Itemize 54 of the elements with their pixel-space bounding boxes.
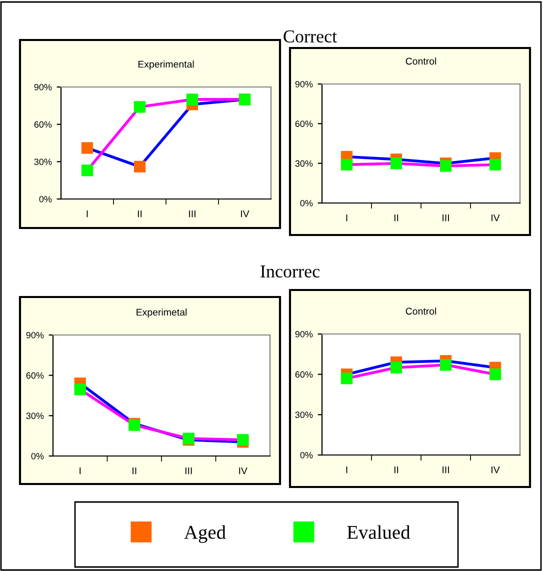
x-tick-label: III: [185, 467, 192, 474]
point: [186, 94, 198, 106]
x-tick-label: II: [138, 210, 142, 218]
y-tick-label: 0%: [300, 452, 313, 458]
x-tick-label: II: [132, 467, 136, 474]
y-tick-label: 60%: [295, 120, 313, 128]
y-tick-label: 30%: [26, 412, 44, 420]
point: [489, 158, 502, 170]
x-tick-label: II: [394, 214, 398, 222]
x-tick-label: IV: [239, 467, 248, 474]
y-tick-label: 60%: [34, 121, 52, 128]
x-tick-label: III: [442, 214, 449, 222]
x-tick-label: III: [442, 466, 449, 474]
point: [81, 142, 94, 154]
x-tick-label: IV: [492, 214, 500, 222]
y-tick-label: 0%: [300, 200, 313, 206]
point: [134, 101, 146, 113]
point: [340, 158, 353, 170]
point: [390, 158, 402, 170]
y-tick-label: 60%: [295, 371, 313, 378]
x-tick-label: I: [346, 466, 348, 474]
x-tick-label: III: [189, 210, 196, 218]
point: [340, 372, 353, 384]
point: [440, 359, 452, 371]
y-tick-label: 90%: [295, 330, 313, 338]
x-tick-label: I: [86, 210, 88, 218]
x-tick-label: IV: [492, 466, 500, 474]
point: [440, 160, 452, 172]
point: [81, 164, 94, 176]
x-tick-label: I: [80, 467, 81, 474]
x-tick-label: IV: [241, 210, 250, 218]
y-tick-label: 0%: [31, 452, 44, 460]
legend-label: Aged: [184, 525, 226, 543]
y-tick-label: 0%: [39, 196, 52, 202]
point: [390, 362, 402, 374]
y-tick-label: 30%: [295, 160, 313, 167]
x-tick-label: II: [394, 466, 398, 474]
legend-label: Evalued: [347, 525, 410, 539]
point: [489, 368, 502, 380]
y-tick-label: 90%: [26, 332, 44, 338]
chart-title: Experimetal: [136, 308, 187, 318]
x-tick-label: I: [346, 214, 348, 222]
chart-title: Experimental: [138, 60, 194, 70]
text: Correct: [284, 30, 337, 43]
y-tick-label: 60%: [26, 372, 44, 379]
y-tick-label: 30%: [295, 412, 313, 418]
chart-title: Control: [406, 308, 436, 315]
chart-title: Control: [406, 58, 436, 65]
text: Incorrec: [260, 266, 320, 278]
y-tick-label: 90%: [295, 80, 313, 88]
y-tick-label: 30%: [34, 158, 52, 166]
point: [74, 384, 86, 396]
point: [134, 160, 146, 172]
y-tick-label: 90%: [34, 84, 52, 90]
